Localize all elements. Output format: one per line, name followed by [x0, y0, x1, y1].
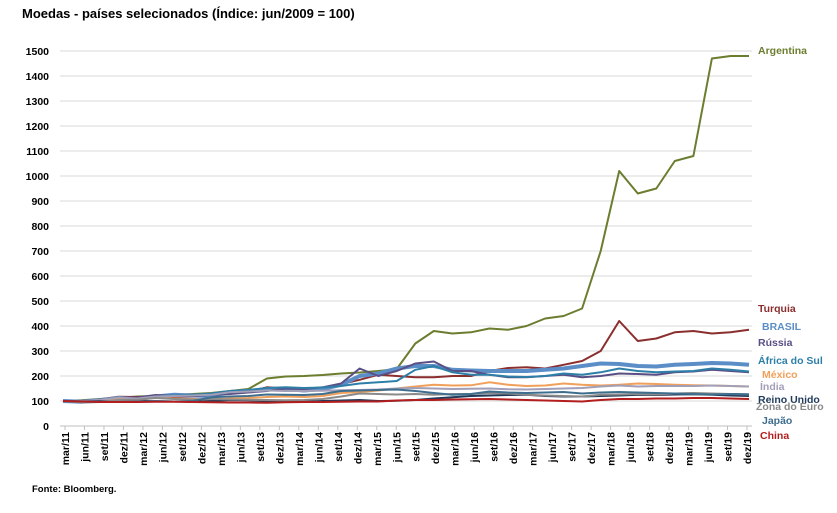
x-tick-label: set/12 — [177, 432, 189, 462]
series-labels: Argentina Turquia BRASIL Rússia África do Su… — [756, 45, 824, 442]
series-line-zona-do-euro — [62, 392, 750, 404]
x-tick-label: jun/19 — [703, 432, 715, 464]
series-label-jap-o: Japão — [762, 415, 792, 427]
x-tick-label: set/19 — [723, 432, 735, 462]
x-tick-label: mar/19 — [684, 432, 696, 466]
y-tick-label: 1200 — [26, 121, 50, 133]
y-tick-label: 1000 — [26, 171, 50, 183]
x-tick-label: mar/11 — [60, 432, 72, 465]
x-tick-label: set/13 — [255, 432, 267, 462]
y-tick-label: 900 — [31, 196, 49, 208]
x-tick-label: set/14 — [333, 432, 345, 462]
x-tick-label: dez/14 — [352, 432, 364, 464]
y-tick-label: 1400 — [26, 71, 50, 83]
x-tick-label: mar/18 — [606, 432, 618, 466]
x-tick-label: set/18 — [645, 432, 657, 462]
x-tick-label: dez/19 — [742, 432, 754, 464]
series-label--frica-do-sul: África do Sul — [758, 354, 823, 367]
x-tick-label: dez/18 — [664, 432, 676, 464]
x-tick-label: set/16 — [489, 432, 501, 462]
y-tick-label: 800 — [31, 221, 49, 233]
x-axis-ticks: mar/11 jun/11 set/11 dez/11 mar/12 jun/12 set/… — [60, 426, 754, 466]
series-line-argentina — [62, 55, 749, 402]
x-tick-label: jun/17 — [547, 432, 559, 464]
x-tick-label: set/11 — [99, 432, 111, 461]
x-tick-label: jun/13 — [235, 432, 247, 464]
x-tick-label: dez/15 — [430, 432, 442, 464]
x-tick-label: mar/15 — [372, 432, 384, 466]
x-tick-label: mar/13 — [216, 432, 228, 466]
series-label-zona-do-euro: Zona do Euro — [756, 401, 824, 413]
y-tick-label: 300 — [31, 346, 49, 358]
chart-title: Moedas - países selecionados (Índice: ju… — [22, 6, 355, 21]
y-tick-label: 500 — [31, 296, 49, 308]
series-label-reino-unido: Reino Unido — [758, 394, 820, 406]
series-label-argentina: Argentina — [758, 45, 807, 57]
y-tick-label: 100 — [31, 396, 49, 408]
y-tick-label: 200 — [31, 371, 49, 383]
x-tick-label: mar/16 — [450, 432, 462, 466]
x-tick-label: dez/16 — [508, 432, 520, 464]
x-tick-label: mar/12 — [138, 432, 150, 466]
y-tick-label: 1300 — [26, 96, 50, 108]
series-lines — [62, 55, 750, 404]
x-tick-label: dez/11 — [118, 432, 130, 464]
y-tick-label: 0 — [43, 421, 49, 433]
y-tick-label: 700 — [31, 246, 49, 258]
x-tick-label: set/15 — [411, 432, 423, 462]
series-label-brasil: BRASIL — [762, 321, 802, 333]
x-tick-label: jun/12 — [157, 432, 169, 464]
series-label-turquia: Turquia — [758, 303, 796, 315]
x-tick-label: set/17 — [567, 432, 579, 462]
series-label-r-ssia: Rússia — [758, 337, 793, 349]
y-axis-ticks: 0 100 200 300 400 500 600 700 800 900 1000 1100 1200… — [26, 46, 50, 433]
x-tick-label: jun/11 — [79, 432, 91, 463]
x-tick-label: mar/14 — [294, 432, 306, 466]
gridlines — [60, 50, 752, 402]
series-label-m-xico: México — [762, 369, 798, 381]
x-tick-label: jun/14 — [313, 432, 325, 464]
series-line--ndia — [62, 384, 750, 403]
series-label-china: China — [760, 430, 789, 442]
chart-source: Fonte: Bloomberg. — [32, 484, 117, 495]
y-tick-label: 600 — [31, 271, 49, 283]
x-tick-label: jun/15 — [391, 432, 403, 464]
x-tick-label: dez/13 — [274, 432, 286, 464]
y-tick-label: 1500 — [26, 46, 50, 58]
x-tick-label: dez/17 — [586, 432, 598, 464]
x-tick-label: jun/18 — [625, 432, 637, 464]
x-tick-label: dez/12 — [196, 432, 208, 464]
y-tick-label: 400 — [31, 321, 49, 333]
series-label--ndia: Índia — [760, 380, 785, 393]
x-tick-label: mar/17 — [528, 432, 540, 466]
y-tick-label: 1100 — [26, 146, 49, 158]
x-tick-label: jun/16 — [469, 432, 481, 464]
series-line-china — [62, 397, 750, 404]
